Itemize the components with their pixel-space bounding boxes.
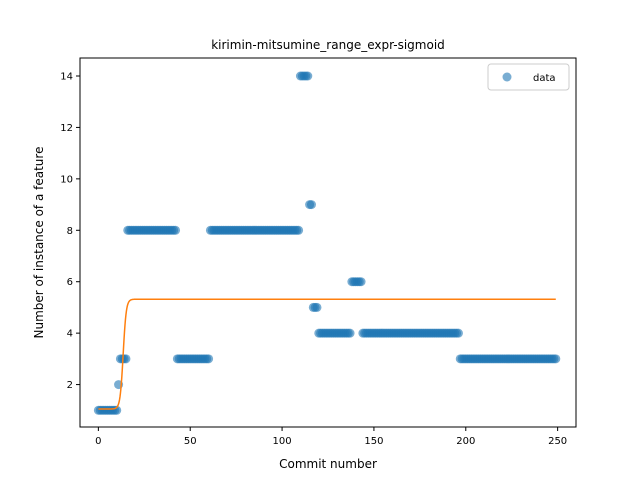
x-tick-label: 150 [364,436,383,447]
y-tick-label: 6 [67,277,73,288]
x-tick-label: 50 [184,436,197,447]
y-axis: 2 4 6 8 10 12 14 [60,72,80,391]
plot-area [93,71,561,415]
chart-title: kirimin-mitsumine_range_expr-sigmoid [211,38,445,52]
data-point [303,71,313,81]
legend-marker-data [502,72,512,82]
data-point [171,225,181,235]
x-tick-label: 0 [95,436,101,447]
data-point [453,328,463,338]
data-point [551,354,561,364]
y-tick-label: 10 [60,174,73,185]
legend: data [487,63,570,91]
y-tick-label: 14 [60,72,73,83]
data-point [306,200,316,210]
y-tick-label: 8 [67,226,73,237]
legend-label-data: data [533,73,556,84]
x-tick-label: 250 [548,436,567,447]
sigmoid-fit-line [98,298,556,410]
data-point [294,225,304,235]
plot-frame [79,57,577,428]
data-point [356,277,366,287]
x-tick-label: 100 [273,436,292,447]
x-axis: 0 50 100 150 200 250 [95,427,567,447]
data-point [312,302,322,312]
legend-box [487,63,570,91]
y-axis-label: Number of instance of a feature [32,147,46,339]
y-tick-label: 4 [67,329,73,340]
y-tick-label: 12 [60,123,73,134]
data-point [204,354,214,364]
data-point [345,328,355,338]
x-axis-label: Commit number [279,457,377,471]
x-tick-label: 200 [456,436,475,447]
y-tick-label: 2 [67,380,73,391]
